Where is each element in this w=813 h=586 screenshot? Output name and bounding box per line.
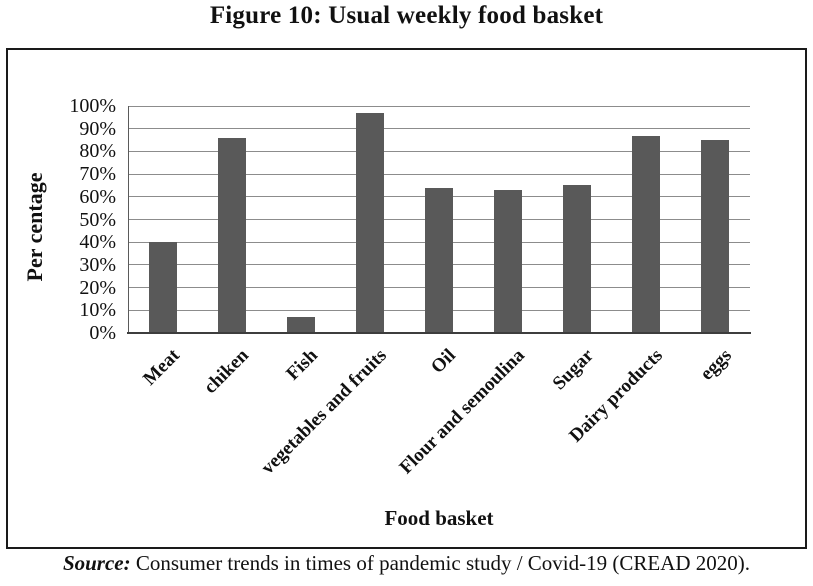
y-tick-label-100: 100% xyxy=(69,95,116,117)
y-tick-label-20: 20% xyxy=(79,276,116,299)
source-text: Consumer trends in times of pandemic stu… xyxy=(130,551,751,575)
gridline-90 xyxy=(128,128,750,130)
x-axis-line xyxy=(127,332,751,334)
bar-flour-and-semoulina xyxy=(494,190,522,333)
gridline-100 xyxy=(128,105,750,107)
y-tick-label-30: 30% xyxy=(79,253,116,276)
bar-chiken xyxy=(218,138,246,333)
bar-sugar xyxy=(563,185,591,333)
y-tick-label-0: 0% xyxy=(89,322,116,344)
source-line: Source: Consumer trends in times of pand… xyxy=(0,551,813,576)
bar-eggs xyxy=(701,140,729,333)
y-tick-label-40: 40% xyxy=(79,231,116,254)
plot-area xyxy=(128,106,750,333)
source-label: Source: xyxy=(62,551,131,575)
figure-title: Figure 10: Usual weekly food basket xyxy=(209,2,604,29)
bar-vegetables-and-fruits xyxy=(356,113,384,333)
y-tick-label-60: 60% xyxy=(79,185,116,208)
y-tick-label-50: 50% xyxy=(79,208,116,231)
x-axis-title: Food basket xyxy=(384,506,494,530)
y-tick-label-10: 10% xyxy=(79,299,116,322)
gridline-70 xyxy=(128,173,750,175)
y-tick-label-90: 90% xyxy=(79,117,116,140)
bar-meat xyxy=(149,242,177,333)
y-tick-label-70: 70% xyxy=(79,163,116,186)
bar-dairy-products xyxy=(632,136,660,333)
gridline-80 xyxy=(128,150,750,152)
bar-oil xyxy=(425,188,453,333)
chart-frame: Per centage 0% 10% 20% 30% 40% 50% 60% 70% 80% 90… xyxy=(6,48,807,549)
bar-fish xyxy=(287,317,315,333)
y-axis-line xyxy=(128,106,129,333)
y-tick-label-80: 80% xyxy=(79,140,116,163)
